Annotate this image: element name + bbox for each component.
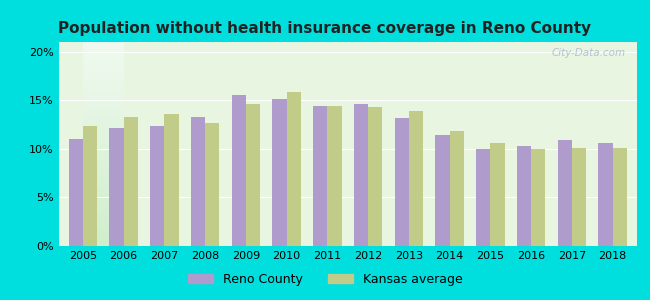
Bar [164, 114, 179, 246]
Bar [558, 140, 572, 246]
Bar [395, 118, 409, 246]
Bar [313, 106, 328, 246]
Bar [517, 146, 531, 246]
Bar [205, 123, 220, 246]
Bar [572, 148, 586, 246]
Bar [150, 125, 164, 246]
Legend: Reno County, Kansas average: Reno County, Kansas average [183, 268, 467, 291]
Bar [191, 117, 205, 246]
Bar [490, 143, 504, 246]
Bar [531, 149, 545, 246]
Bar [328, 106, 342, 246]
Bar [598, 143, 612, 246]
Bar [246, 104, 260, 246]
Bar [436, 135, 450, 246]
Bar [69, 139, 83, 246]
Bar [231, 95, 246, 246]
Bar [368, 107, 382, 246]
Bar [450, 131, 464, 246]
Bar [124, 117, 138, 246]
Text: City-Data.com: City-Data.com [551, 48, 625, 58]
Bar [83, 125, 98, 246]
Bar [109, 128, 124, 246]
Bar [354, 104, 368, 246]
Bar [476, 149, 490, 246]
Bar [287, 92, 301, 246]
Text: Population without health insurance coverage in Reno County: Population without health insurance cove… [58, 21, 592, 36]
Bar [272, 99, 287, 246]
Bar [409, 111, 423, 246]
Bar [612, 148, 627, 246]
